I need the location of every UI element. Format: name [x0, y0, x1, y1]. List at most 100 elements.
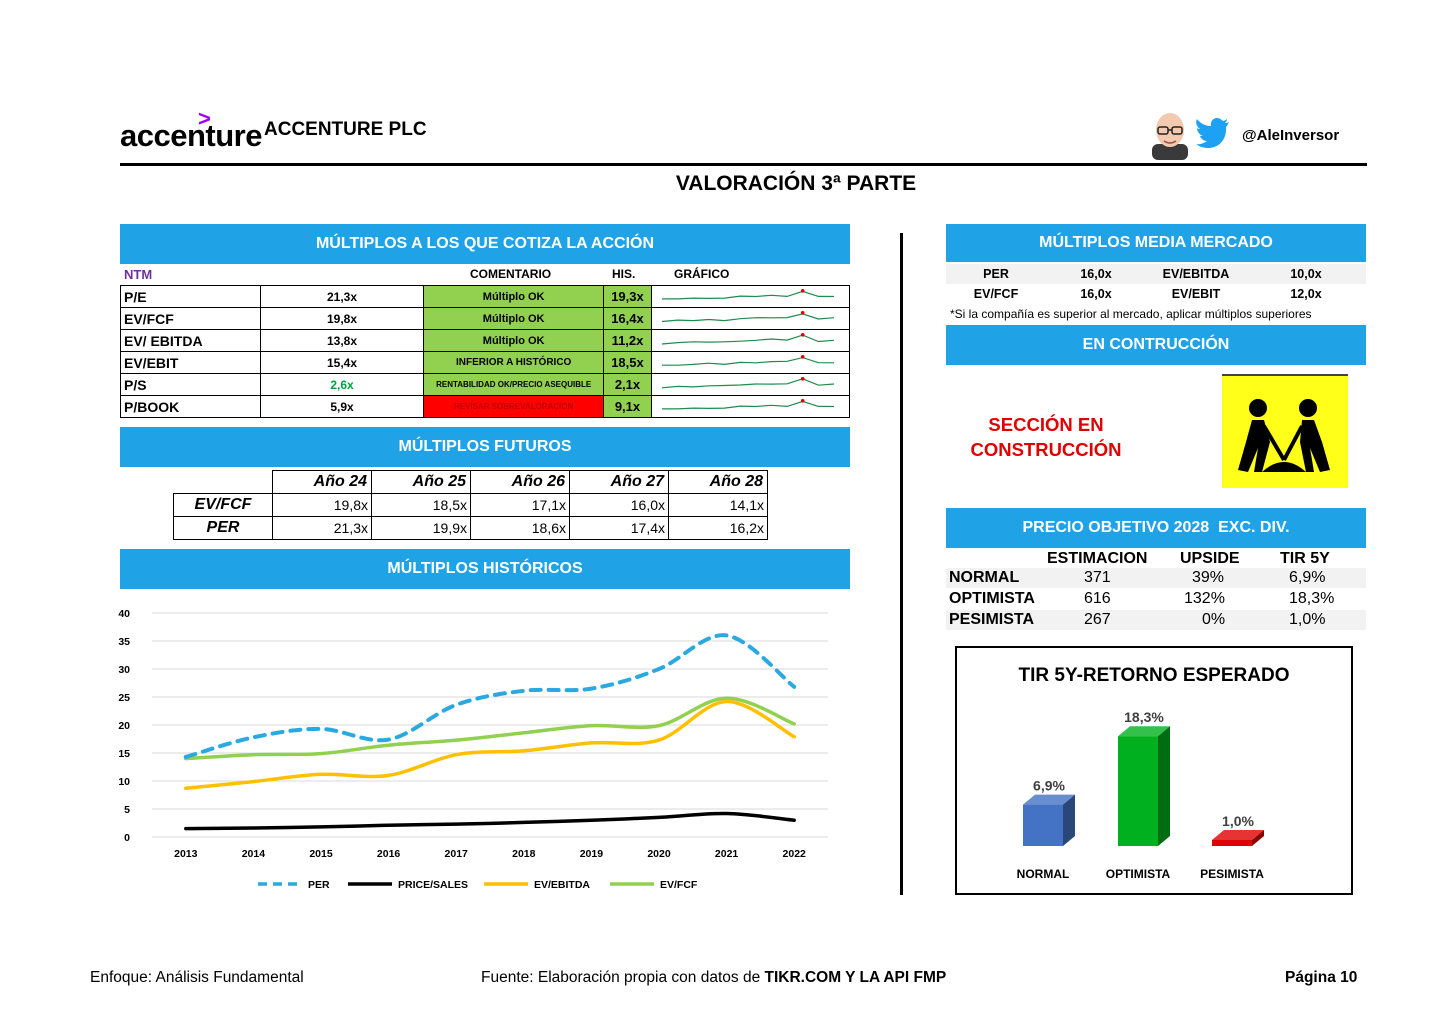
y-tick-label: 30 [118, 664, 130, 676]
market-multiples-title: MÚLTIPLOS MEDIA MERCADO [1039, 234, 1273, 251]
row-label: EV/EBIT [120, 351, 261, 374]
sparkline [661, 355, 834, 366]
col-ntm: NTM [124, 267, 153, 282]
market-label: PER [983, 267, 1009, 281]
price-target-title: PRECIO OBJETIVO 2028 EXC. DIV. [1022, 519, 1290, 536]
bar-data-label: 6,9% [1033, 778, 1065, 794]
market-value: 12,0x [1290, 287, 1322, 301]
table-row: EV/EBIT 15,4x INFERIOR A HISTÓRICO 18,5x [120, 351, 851, 374]
scenario-estimate: 616 [1084, 590, 1111, 607]
sparkline-path [661, 400, 834, 410]
scenario-estimate: 371 [1084, 569, 1111, 586]
scenario-upside: 132% [1184, 590, 1225, 607]
company-name: ACCENTURE PLC [264, 119, 427, 140]
market-label: EV/FCF [973, 287, 1019, 301]
sparkline-cell [650, 351, 851, 374]
row-label: PER [173, 516, 273, 540]
market-row: EV/FCF 16,0x EV/EBIT 12,0x [946, 284, 1366, 304]
row-comment: Múltiplo OK [423, 285, 604, 308]
x-tick-label: 2017 [445, 848, 469, 860]
construction-line-2: CONSTRUCCIÓN [970, 439, 1122, 460]
legend-label: PER [308, 879, 330, 891]
scenario-tir: 6,9% [1289, 569, 1326, 586]
y-tick-label: 15 [118, 748, 130, 760]
scenario-name: NORMAL [949, 569, 1020, 586]
bar-optimista [1118, 726, 1170, 846]
series-line-ev-ebitda [184, 699, 796, 791]
x-tick-label: 2016 [377, 848, 401, 860]
col-upside: UPSIDE [1180, 550, 1240, 567]
row-historic: 19,3x [603, 285, 652, 308]
historic-multiples-header: MÚLTIPLOS HISTÓRICOS [120, 549, 850, 589]
x-tick-label: 2021 [715, 848, 739, 860]
y-tick-label: 35 [118, 636, 130, 648]
bar-normal [1023, 794, 1075, 846]
sparkline-path [661, 334, 835, 345]
sparkline-path [661, 313, 835, 323]
row-comment: Múltiplo OK [423, 307, 604, 330]
tir-bar-chart: TIR 5Y-RETORNO ESPERADO 6,9% NORMAL 18,3% OP… [1017, 665, 1290, 881]
sparkline [661, 377, 835, 389]
cell-value: 17,4x [569, 516, 669, 540]
market-value: 16,0x [1080, 267, 1112, 281]
sparkline-max-point [800, 399, 805, 403]
market-row: PER 16,0x EV/EBITDA 10,0x [946, 264, 1366, 284]
bar-category-label: NORMAL [1017, 867, 1070, 881]
current-multiples-title: MÚLTIPLOS A LOS QUE COTIZA LA ACCIÓN [315, 235, 655, 252]
bar-pesimista [1212, 830, 1264, 846]
tir-chart-title: TIR 5Y-RETORNO ESPERADO [1019, 665, 1290, 686]
current-multiples-header: MÚLTIPLOS A LOS QUE COTIZA LA ACCIÓN [120, 224, 850, 264]
scenario-tir: 18,3% [1289, 590, 1335, 607]
cell-value: 17,1x [470, 493, 570, 517]
row-label: P/BOOK [120, 395, 261, 418]
table-row: P/E 21,3x Múltiplo OK 19,3x [120, 285, 851, 308]
cell-value: 18,6x [470, 516, 570, 540]
market-note: *Si la compañía es superior al mercado, … [950, 307, 1312, 321]
row-label: EV/FCF [173, 493, 273, 517]
construction-line-1: SECCIÓN EN [988, 414, 1104, 435]
twitter-bird-icon[interactable] [1196, 118, 1230, 148]
scenario-upside: 39% [1192, 569, 1225, 586]
price-target-row: OPTIMISTA 616 132% 18,3% [946, 589, 1366, 609]
row-value: 5,9x [259, 395, 425, 418]
x-tick-label: 2019 [580, 848, 604, 860]
cell-value: 14,1x [668, 493, 768, 517]
page-title: VALORACIÓN 3ª PARTE [675, 172, 917, 195]
table-row: P/BOOK 5,9x REVISAR SOBREVALORACION 9,1x [120, 395, 851, 418]
row-historic: 2,1x [603, 373, 652, 396]
row-comment: Múltiplo OK [423, 329, 604, 352]
tir-chart-box: TIR 5Y-RETORNO ESPERADO 6,9% NORMAL 18,3% OP… [955, 646, 1353, 895]
row-label: EV/ EBITDA [120, 329, 261, 352]
twitter-handle[interactable]: @AleInversor [1242, 127, 1340, 144]
price-target-row: PESIMISTA 267 0% 1,0% [946, 610, 1366, 630]
scenario-name: OPTIMISTA [949, 590, 1035, 607]
year-header: Año 26 [470, 470, 570, 494]
x-tick-label: 2020 [647, 848, 671, 860]
column-divider [900, 233, 903, 895]
bar-category-label: OPTIMISTA [1106, 867, 1171, 881]
y-tick-label: 25 [118, 692, 130, 704]
construction-message: SECCIÓN EN CONSTRUCCIÓN [946, 412, 1146, 462]
x-tick-label: 2018 [512, 848, 536, 860]
market-value: 10,0x [1290, 267, 1322, 281]
col-tir: TIR 5Y [1280, 550, 1330, 567]
avatar-icon [1148, 108, 1192, 160]
cell-value: 19,9x [371, 516, 471, 540]
scenario-upside: 0% [1202, 611, 1226, 628]
year-header: Año 28 [668, 470, 768, 494]
table-row: EV/FCF 19,8x 18,5x 17,1x 16,0x 14,1x [173, 493, 768, 517]
row-historic: 16,4x [603, 307, 652, 330]
sparkline-max-point [800, 311, 805, 315]
sparkline [661, 289, 834, 300]
row-comment: REVISAR SOBREVALORACION [423, 395, 604, 418]
cell-value: 18,5x [371, 493, 471, 517]
sparkline-max-point [800, 333, 805, 337]
footer-source-bold: TIKR.COM Y LA API FMP [764, 969, 947, 986]
sparkline-cell [650, 373, 851, 396]
y-tick-label: 10 [118, 776, 130, 788]
sparkline-cell [650, 285, 851, 308]
page-number: Página 10 [1285, 969, 1358, 986]
footer-left: Enfoque: Análisis Fundamental [90, 969, 304, 986]
sparkline-path [661, 290, 834, 300]
row-comment: INFERIOR A HISTÓRICO [423, 351, 604, 374]
